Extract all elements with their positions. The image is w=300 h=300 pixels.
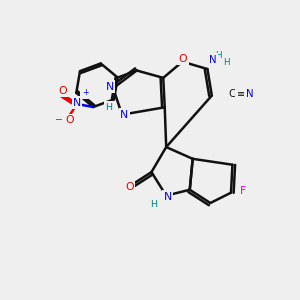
Text: O: O	[125, 182, 134, 192]
Text: N: N	[209, 55, 217, 64]
Text: F: F	[240, 186, 247, 196]
Text: H: H	[215, 51, 221, 60]
Text: N: N	[246, 89, 253, 99]
Text: −: −	[56, 114, 63, 123]
Text: O: O	[179, 54, 187, 64]
Text: O: O	[58, 86, 67, 96]
Text: N: N	[106, 82, 114, 92]
Text: N: N	[73, 98, 81, 108]
Text: +: +	[82, 88, 89, 98]
Text: H: H	[150, 200, 157, 209]
Text: H: H	[224, 58, 230, 67]
Text: N: N	[120, 110, 128, 120]
Text: H: H	[105, 103, 112, 112]
Text: ≡: ≡	[237, 89, 245, 99]
Text: O: O	[65, 115, 74, 125]
Text: N: N	[164, 192, 172, 202]
Text: C: C	[228, 89, 235, 99]
